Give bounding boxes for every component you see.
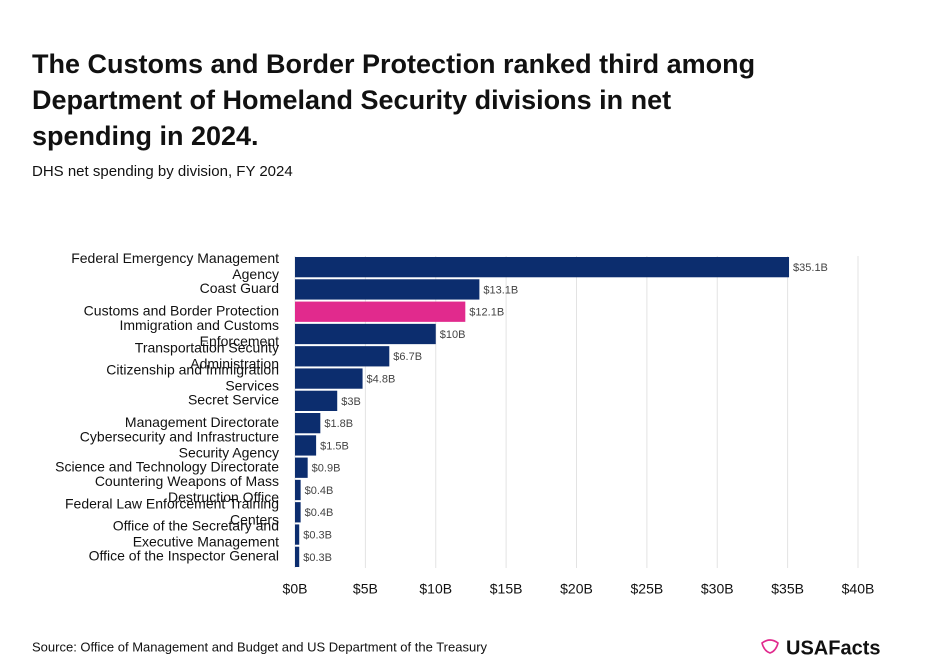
value-label: $0.3B [303, 529, 332, 541]
y-tick-label: Coast Guard [200, 280, 279, 296]
y-tick-label: Citizenship and Immigration Services [106, 361, 279, 393]
x-tick-label: $35B [771, 581, 804, 597]
y-tick-label: Countering Weapons of Mass Destruction Of… [95, 473, 279, 505]
x-tick-label: $15B [490, 581, 523, 597]
x-tick-label: $5B [353, 581, 378, 597]
value-label: $12.1B [469, 307, 504, 319]
x-tick-label: $20B [560, 581, 593, 597]
y-tick-label: Office of the Inspector General [89, 548, 279, 564]
y-tick-label: Management Directorate [125, 414, 279, 430]
y-tick-label: Federal Law Enforcement Training Centers [65, 495, 279, 527]
bar [295, 457, 308, 478]
y-tick-label: Federal Emergency Management Agency [71, 250, 279, 282]
y-tick-label: Cybersecurity and Infrastructure Security… [80, 428, 279, 460]
y-tick-label: Customs and Border Protection [84, 302, 279, 318]
x-tick-label: $30B [701, 581, 734, 597]
x-tick-label: $40B [842, 581, 875, 597]
bar [295, 323, 436, 345]
bar [295, 435, 317, 456]
x-tick-label: $10B [419, 581, 452, 597]
bar [295, 479, 301, 501]
value-label: $0.9B [312, 463, 341, 475]
logo-icon [761, 639, 779, 654]
value-label: $3B [341, 396, 361, 408]
value-label: $13.1B [483, 284, 518, 296]
value-label: $1.5B [320, 440, 349, 452]
value-label: $1.8B [324, 418, 353, 430]
bar [295, 524, 300, 545]
value-label: $35.1B [793, 262, 828, 274]
y-tick-label: Immigration and Customs Enforcement [119, 317, 279, 349]
source: Source: Office of Management and Budget … [32, 639, 488, 654]
chart-subtitle: DHS net spending by division, FY 2024 [32, 163, 293, 180]
bar [295, 413, 321, 434]
bar [295, 279, 480, 300]
bar [295, 390, 338, 411]
value-label: $4.8B [367, 373, 396, 385]
y-tick-label: Office of the Secretary and Executive Man… [113, 517, 279, 549]
x-tick-label: $0B [283, 581, 308, 597]
y-tick-label: Transportation Security Administration [135, 339, 279, 371]
value-label: $0.3B [303, 552, 332, 564]
value-label: $10B [440, 329, 466, 341]
bar [295, 546, 300, 567]
value-label: $0.4B [305, 507, 334, 519]
bar [295, 502, 301, 523]
bar [295, 346, 390, 367]
y-tick-label: Science and Technology Directorate [55, 458, 279, 474]
x-tick-label: $25B [631, 581, 664, 597]
bar [295, 368, 363, 389]
chart-title: The Customs and Border Protection ranked… [32, 49, 755, 151]
value-label: $0.4B [305, 485, 334, 497]
y-tick-label: Secret Service [188, 392, 279, 408]
logo: USAFacts [786, 637, 880, 659]
bar [295, 301, 466, 322]
value-label: $6.7B [393, 351, 422, 363]
bar [295, 257, 790, 278]
